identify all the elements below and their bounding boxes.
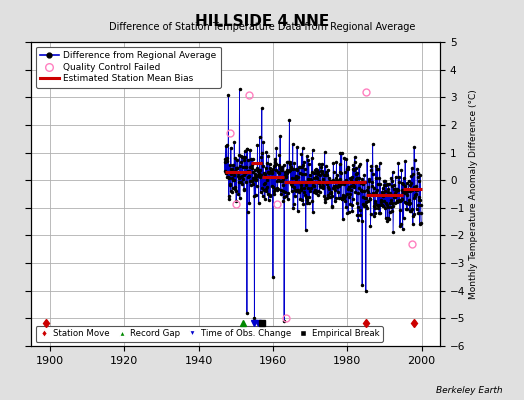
Y-axis label: Monthly Temperature Anomaly Difference (°C): Monthly Temperature Anomaly Difference (… (470, 89, 478, 299)
Text: Difference of Station Temperature Data from Regional Average: Difference of Station Temperature Data f… (109, 22, 415, 32)
Legend: Station Move, Record Gap, Time of Obs. Change, Empirical Break: Station Move, Record Gap, Time of Obs. C… (36, 326, 383, 342)
Text: HILLSIDE 4 NNE: HILLSIDE 4 NNE (195, 14, 329, 29)
Text: Berkeley Earth: Berkeley Earth (436, 386, 503, 395)
